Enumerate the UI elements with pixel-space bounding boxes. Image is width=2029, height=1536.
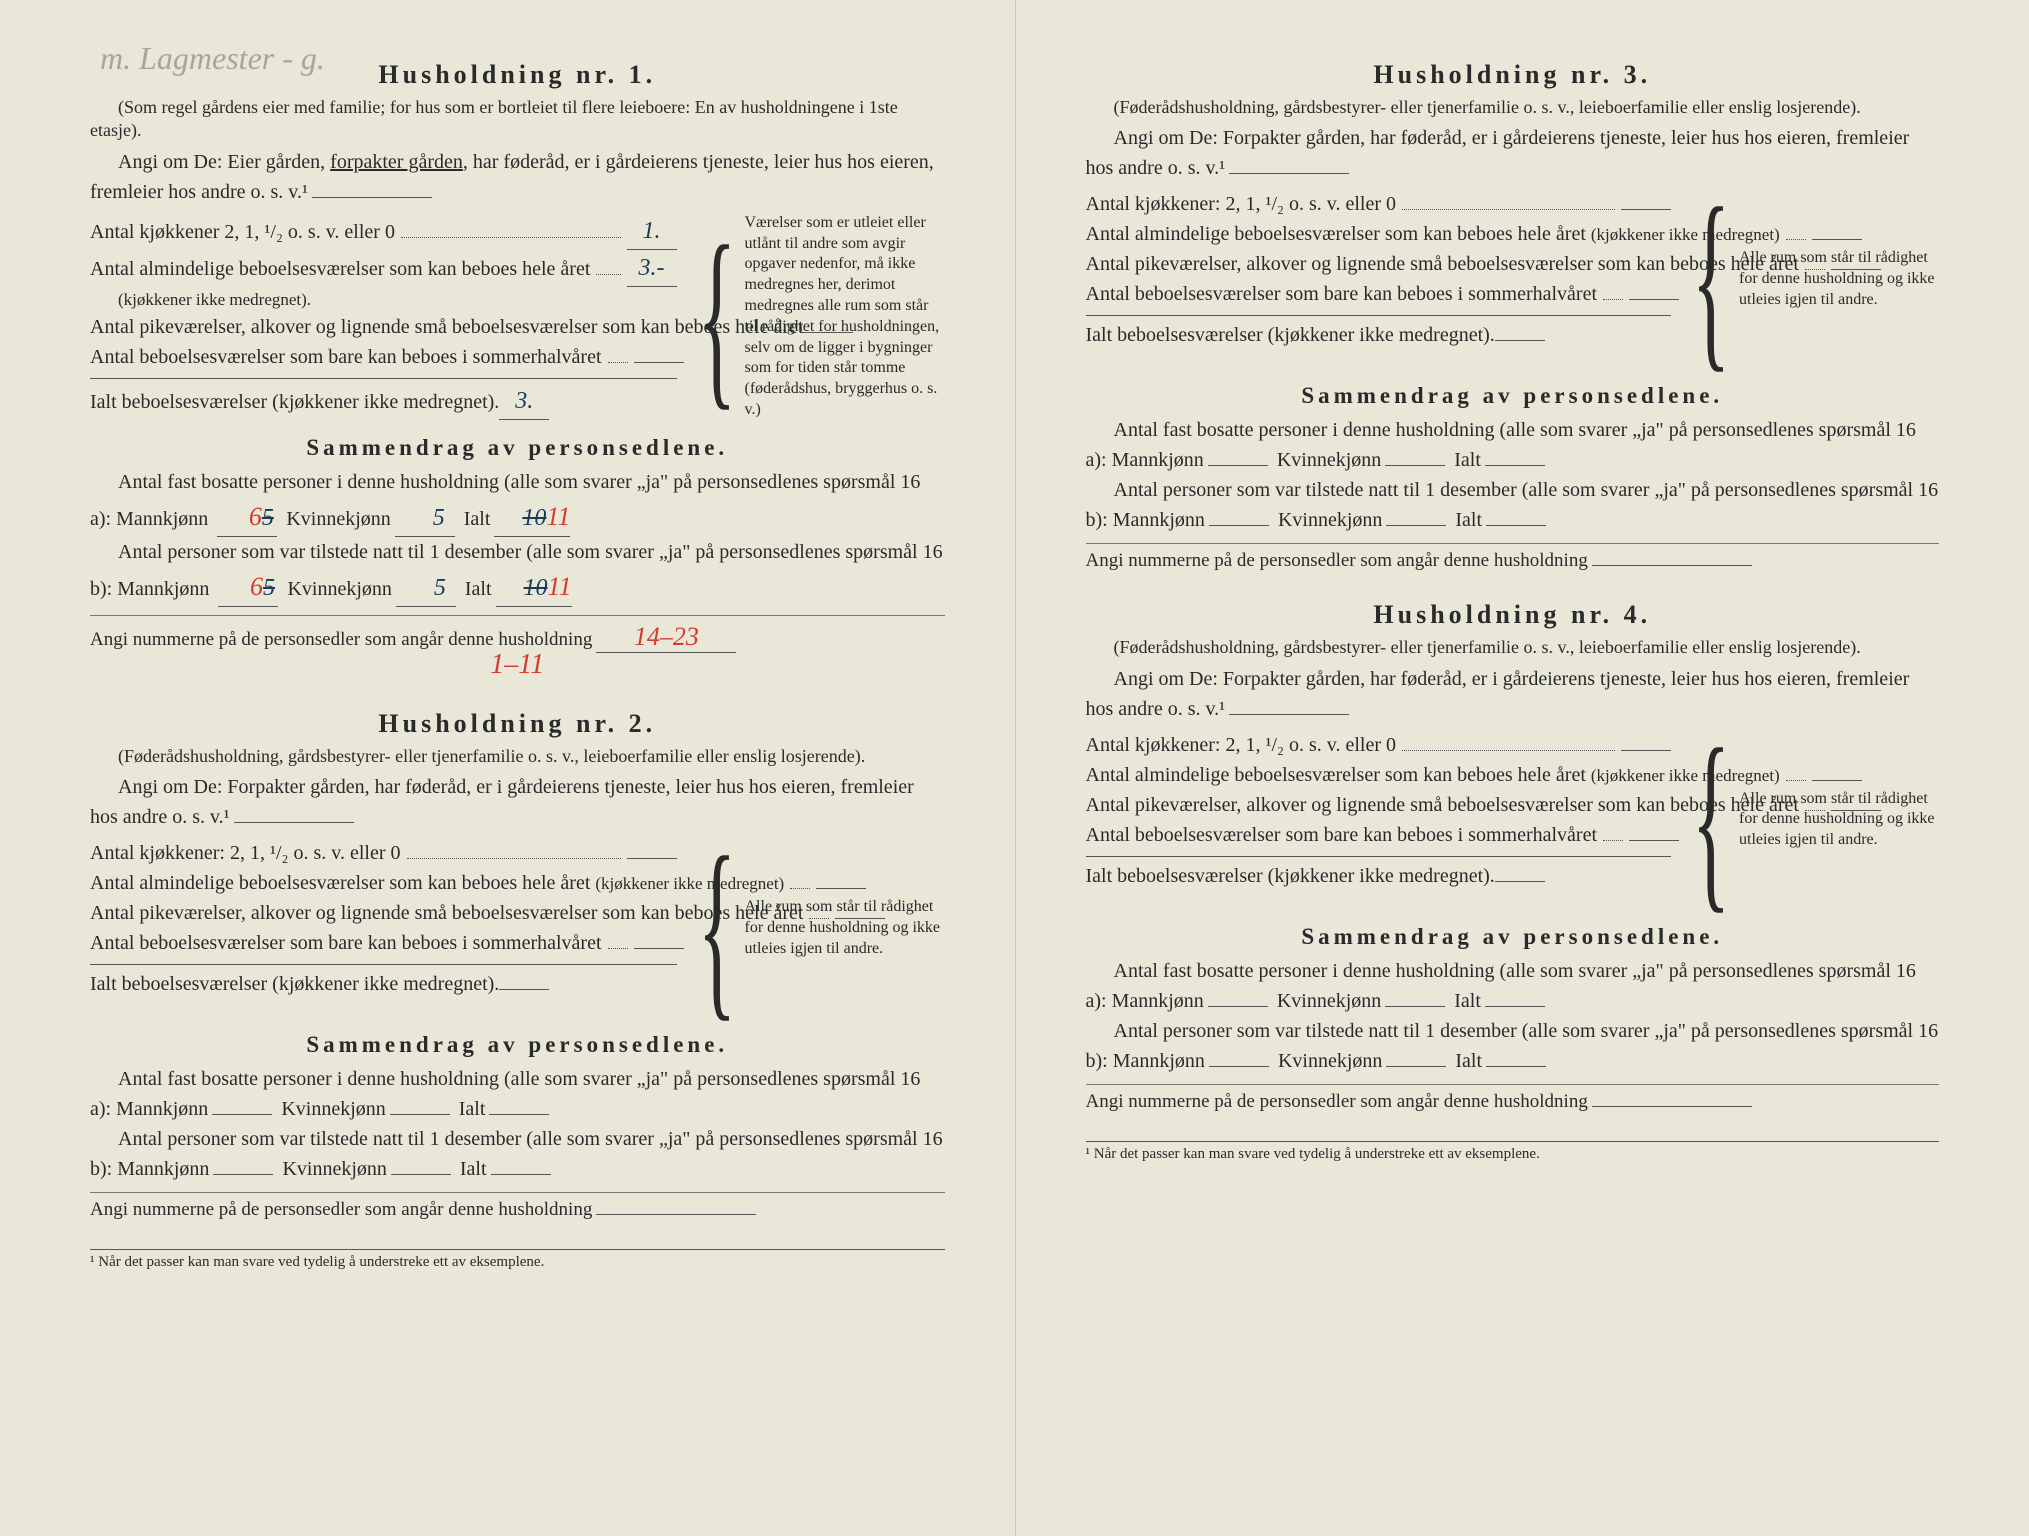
- hh1-rooms: Antal kjøkkener 2, 1, ¹/₂ o. s. v. eller…: [90, 213, 945, 421]
- household-3: Husholdning nr. 3. (Føderådshusholdning,…: [1086, 60, 1940, 572]
- hh4-ialt: Ialt beboelsesværelser (kjøkkener ikke m…: [1086, 861, 1495, 891]
- hh2-title: Husholdning nr. 2.: [90, 709, 945, 739]
- hh3-title: Husholdning nr. 3.: [1086, 60, 1940, 90]
- hh3-s16a: Antal fast bosatte personer i denne hush…: [1086, 415, 1940, 475]
- hh1-angi-nr: Angi nummerne på de personsedler som ang…: [90, 615, 945, 653]
- hh4-title: Husholdning nr. 4.: [1086, 600, 1940, 630]
- hh1-sommer-label: Antal beboelsesværelser som bare kan beb…: [90, 342, 602, 372]
- hh2-sommer: Antal beboelsesværelser som bare kan beb…: [90, 928, 602, 958]
- hh4-rooms: Antal kjøkkener: 2, 1, ¹/₂ o. s. v. elle…: [1086, 730, 1940, 910]
- hh1-sommer-val: [634, 362, 684, 363]
- hh1-subtitle: (Som regel gårdens eier med familie; for…: [90, 96, 945, 143]
- hh2-summary-title: Sammendrag av personsedlene.: [90, 1032, 945, 1058]
- hh3-kjokken: Antal kjøkkener: 2, 1, ¹/₂ o. s. v. elle…: [1086, 189, 1397, 219]
- hh2-sub: (Føderådshusholdning, gårdsbestyrer- ell…: [90, 745, 945, 768]
- footnote-left: ¹ Når det passer kan man svare ved tydel…: [90, 1249, 945, 1271]
- hh4-s16b: Antal personer som var tilstede natt til…: [1086, 1016, 1940, 1076]
- hh4-s16a: Antal fast bosatte personer i denne hush…: [1086, 956, 1940, 1016]
- hh1-brace-text: Værelser som er utleiet eller utlånt til…: [745, 213, 945, 421]
- hh1-ialt-label: Ialt beboelsesværelser (kjøkkener ikke m…: [90, 387, 499, 417]
- hh2-s16b: Antal personer som var tilstede natt til…: [90, 1124, 945, 1184]
- hh3-sub: (Føderådshusholdning, gårdsbestyrer- ell…: [1086, 96, 1940, 119]
- hh1-nr2: 1–11: [90, 649, 945, 681]
- hh1-s16b: Antal personer som var tilstede natt til…: [90, 537, 945, 607]
- hh2-ialt: Ialt beboelsesværelser (kjøkkener ikke m…: [90, 969, 499, 999]
- hh4-sommer: Antal beboelsesværelser som bare kan beb…: [1086, 820, 1598, 850]
- hh4-kjokken: Antal kjøkkener: 2, 1, ¹/₂ o. s. v. elle…: [1086, 730, 1397, 760]
- household-2: Husholdning nr. 2. (Føderådshusholdning,…: [90, 709, 945, 1221]
- hh3-sommer: Antal beboelsesværelser som bare kan beb…: [1086, 279, 1598, 309]
- hh1-brace: { Værelser som er utleiet eller utlånt t…: [689, 213, 945, 421]
- hh1-summary-title: Sammendrag av personsedlene.: [90, 435, 945, 461]
- footnote-right: ¹ Når det passer kan man svare ved tydel…: [1086, 1141, 1940, 1163]
- hh3-angi: Angi om De: Forpakter gården, har føderå…: [1086, 123, 1940, 183]
- household-4: Husholdning nr. 4. (Føderådshusholdning,…: [1086, 600, 1940, 1112]
- hh1-s16a: Antal fast bosatte personer i denne hush…: [90, 467, 945, 537]
- hh3-angi-nr: Angi nummerne på de personsedler som ang…: [1086, 543, 1940, 572]
- hh1-alm-sub: (kjøkkener ikke medregnet).: [90, 287, 677, 313]
- hh3-alm: Antal almindelige beboelsesværelser som …: [1086, 219, 1780, 249]
- hh2-alm: Antal almindelige beboelsesværelser som …: [90, 868, 784, 898]
- hh2-kjokken: Antal kjøkkener: 2, 1, ¹/₂ o. s. v. elle…: [90, 838, 401, 868]
- right-page: Husholdning nr. 3. (Føderådshusholdning,…: [1015, 0, 2029, 1536]
- hh1-ialt-val: 3.: [499, 383, 549, 420]
- hh4-angi-nr: Angi nummerne på de personsedler som ang…: [1086, 1084, 1940, 1113]
- hh3-brace-text: Alle rum som står til rådighet for denne…: [1739, 248, 1939, 310]
- hh4-sub: (Føderådshusholdning, gårdsbestyrer- ell…: [1086, 636, 1940, 659]
- hh3-rooms: Antal kjøkkener: 2, 1, ¹/₂ o. s. v. elle…: [1086, 189, 1940, 369]
- hh3-s16b: Antal personer som var tilstede natt til…: [1086, 475, 1940, 535]
- hh3-summary-title: Sammendrag av personsedlene.: [1086, 383, 1940, 409]
- hh1-angi: Angi om De: Eier gården, forpakter gårde…: [90, 147, 945, 207]
- hh3-ialt: Ialt beboelsesværelser (kjøkkener ikke m…: [1086, 320, 1495, 350]
- hh1-alm-val: 3.-: [627, 250, 677, 287]
- hh2-brace-text: Alle rum som står til rådighet for denne…: [745, 897, 945, 959]
- hh4-angi: Angi om De: Forpakter gården, har føderå…: [1086, 664, 1940, 724]
- hh1-alm-label: Antal almindelige beboelsesværelser som …: [90, 254, 590, 284]
- hh2-angi-nr: Angi nummerne på de personsedler som ang…: [90, 1192, 945, 1221]
- hh4-alm: Antal almindelige beboelsesværelser som …: [1086, 760, 1780, 790]
- hh1-kjokken-val: 1.: [627, 213, 677, 250]
- hh4-summary-title: Sammendrag av personsedlene.: [1086, 924, 1940, 950]
- pencil-annotation: m. Lagmester - g.: [100, 40, 325, 77]
- household-1: Husholdning nr. 1. (Som regel gårdens ei…: [90, 60, 945, 681]
- hh2-angi: Angi om De: Forpakter gården, har føderå…: [90, 772, 945, 832]
- hh1-kjokken-label: Antal kjøkkener 2, 1, ¹/₂ o. s. v. eller…: [90, 217, 395, 247]
- hh4-brace-text: Alle rum som står til rådighet for denne…: [1739, 789, 1939, 851]
- hh2-rooms: Antal kjøkkener: 2, 1, ¹/₂ o. s. v. elle…: [90, 838, 945, 1018]
- left-page: m. Lagmester - g. Husholdning nr. 1. (So…: [0, 0, 1015, 1536]
- hh2-s16a: Antal fast bosatte personer i denne hush…: [90, 1064, 945, 1124]
